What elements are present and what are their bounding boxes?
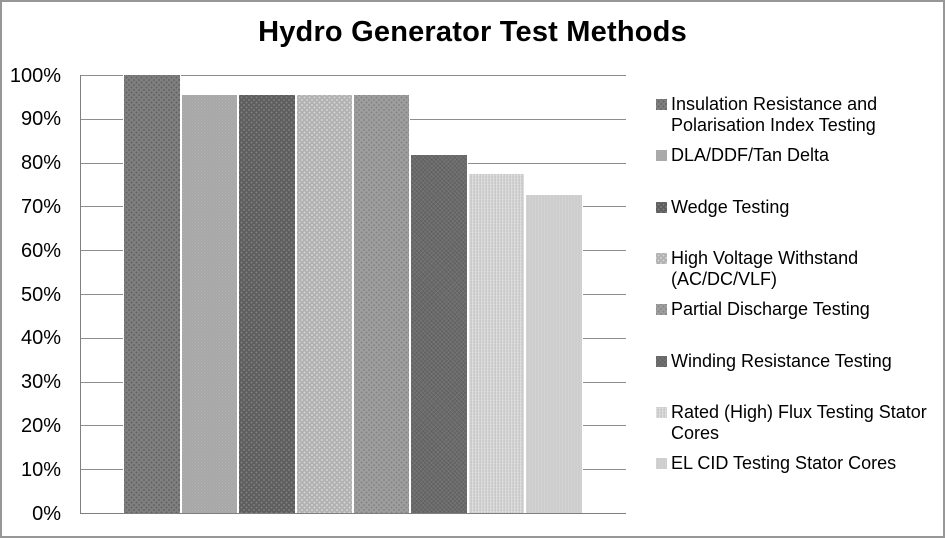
legend-item-3[interactable]: Wedge Testing [656, 197, 934, 218]
legend-label-7: Rated (High) Flux Testing Stator Cores [671, 402, 927, 444]
legend-marker-8 [656, 458, 667, 470]
legend-label-6: Winding Resistance Testing [671, 350, 892, 371]
legend-label-3: Wedge Testing [671, 196, 790, 217]
y-tick-label-100%: 100% [9, 64, 61, 87]
bar-2[interactable] [180, 94, 239, 513]
y-tick-label-10%: 10% [20, 458, 61, 481]
legend-item-4[interactable]: High Voltage Withstand (AC/DC/VLF) [656, 248, 934, 290]
y-tick-label-50%: 50% [20, 283, 61, 306]
x-axis-line [80, 513, 626, 514]
legend-marker-7 [656, 407, 667, 419]
legend-label-4: High Voltage Withstand (AC/DC/VLF) [671, 248, 859, 290]
y-tick-label-30%: 30% [20, 371, 61, 394]
legend-item-7[interactable]: Rated (High) Flux Testing Stator Cores [656, 402, 934, 444]
legend-item-1[interactable]: Insulation Resistance and Polarisation I… [656, 94, 934, 136]
legend-item-8[interactable]: EL CID Testing Stator Cores [656, 453, 934, 474]
y-axis-line [80, 75, 81, 514]
legend-item-6[interactable]: Winding Resistance Testing [656, 351, 934, 372]
legend-marker-1 [656, 99, 667, 110]
legend-item-2[interactable]: DLA/DDF/Tan Delta [656, 145, 934, 166]
bar-5[interactable] [353, 94, 411, 513]
legend-item-5[interactable]: Partial Discharge Testing [656, 299, 934, 320]
bar-6[interactable] [410, 154, 468, 513]
y-tick-label-40%: 40% [20, 327, 61, 350]
legend-marker-3 [656, 201, 667, 213]
legend-label-8: EL CID Testing Stator Cores [671, 453, 897, 474]
y-tick-label-0%: 0% [32, 502, 61, 525]
bar-4[interactable] [295, 94, 353, 513]
y-tick-label-70%: 70% [20, 195, 61, 218]
bar-1[interactable] [123, 75, 181, 513]
y-tick-label-60%: 60% [20, 239, 61, 262]
legend-marker-4 [656, 253, 667, 265]
plot-area [80, 75, 626, 514]
bar-7[interactable] [467, 174, 526, 513]
legend-marker-2 [656, 150, 667, 162]
chart-title: Hydro Generator Test Methods [258, 15, 687, 48]
legend-label-1: Insulation Resistance and Polarisation I… [671, 94, 878, 135]
legend-marker-6 [656, 355, 667, 367]
bar-8[interactable] [525, 194, 583, 513]
y-tick-label-20%: 20% [20, 414, 61, 437]
gridline-100% [80, 75, 626, 76]
y-tick-label-90%: 90% [20, 108, 61, 131]
legend-label-5: Partial Discharge Testing [671, 299, 870, 320]
legend-marker-5 [656, 304, 667, 316]
y-tick-label-80%: 80% [20, 152, 61, 175]
bar-3[interactable] [238, 94, 296, 513]
legend-label-2: DLA/DDF/Tan Delta [671, 145, 830, 166]
